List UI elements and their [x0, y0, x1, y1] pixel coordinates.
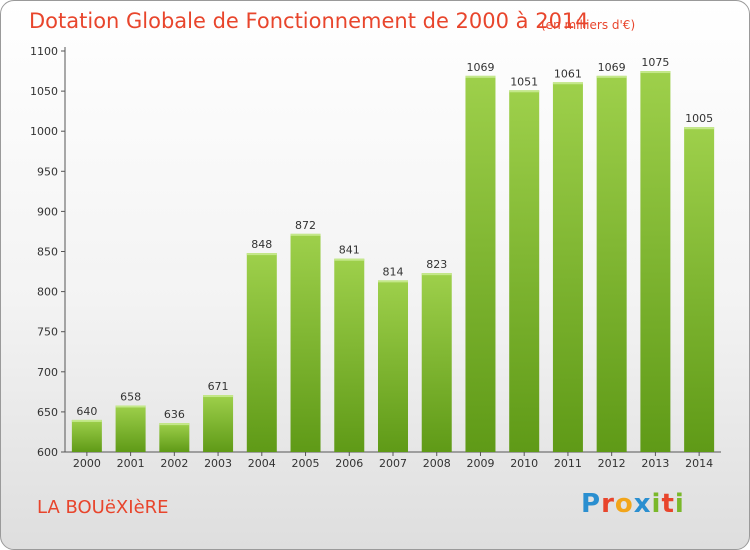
y-tick-label: 950	[37, 165, 58, 178]
bar-2007	[378, 280, 408, 452]
chart-title: Dotation Globale de Fonctionnement de 20…	[29, 9, 589, 33]
bar-2010	[509, 90, 540, 452]
bar-top-edge-2000	[71, 419, 102, 422]
bar-2012	[596, 75, 627, 452]
bar-value-label-2008: 823	[426, 258, 447, 271]
bar-top-edge-2004	[246, 253, 277, 256]
x-tick-label-2014: 2014	[685, 457, 713, 470]
x-tick-label-2000: 2000	[73, 457, 101, 470]
bar-top-edge-2008	[421, 273, 452, 276]
bar-value-label-2004: 848	[251, 238, 272, 251]
x-tick-label-2004: 2004	[248, 457, 276, 470]
bar-2005	[290, 233, 321, 452]
x-tick-label-2008: 2008	[423, 457, 451, 470]
logo-letter: P	[581, 489, 602, 519]
logo-letter: i	[674, 489, 685, 519]
bar-2000	[71, 419, 102, 452]
bar-2003	[203, 395, 234, 452]
logo-letter: o	[614, 489, 634, 519]
bar-value-label-2009: 1069	[466, 61, 494, 74]
y-tick-label: 700	[37, 366, 58, 379]
commune-name: LA BOUëXIèRE	[37, 497, 169, 518]
bar-value-label-2006: 841	[339, 244, 360, 257]
bar-value-label-2003: 671	[208, 380, 229, 393]
bar-top-edge-2003	[203, 395, 234, 398]
bar-value-label-2011: 1061	[554, 67, 582, 80]
bar-top-edge-2001	[115, 405, 146, 408]
x-tick-label-2002: 2002	[160, 457, 188, 470]
x-tick-label-2010: 2010	[510, 457, 538, 470]
bar-2009	[465, 75, 496, 452]
bar-value-label-2000: 640	[76, 405, 97, 418]
x-tick-label-2009: 2009	[466, 457, 494, 470]
bar-value-label-2007: 814	[383, 265, 404, 278]
bar-top-edge-2011	[552, 82, 583, 85]
bar-2008	[421, 273, 452, 452]
bar-2011	[552, 82, 583, 452]
bar-top-edge-2009	[465, 75, 496, 78]
bar-2013	[640, 71, 671, 453]
x-tick-label-2013: 2013	[641, 457, 669, 470]
bar-value-label-2014: 1005	[685, 112, 713, 125]
bar-top-edge-2002	[159, 423, 190, 426]
x-tick-label-2005: 2005	[292, 457, 320, 470]
x-tick-label-2001: 2001	[117, 457, 145, 470]
bar-top-edge-2010	[509, 90, 540, 93]
bar-top-edge-2014	[684, 127, 715, 130]
bar-top-edge-2006	[334, 258, 365, 261]
y-tick-label: 900	[37, 205, 58, 218]
x-tick-label-2007: 2007	[379, 457, 407, 470]
bar-2001	[115, 405, 146, 452]
bar-2006	[334, 258, 365, 452]
bar-value-label-2010: 1051	[510, 75, 538, 88]
bar-top-edge-2013	[640, 71, 671, 74]
bar-value-label-2013: 1075	[641, 56, 669, 69]
y-tick-label: 1000	[30, 125, 58, 138]
bar-value-label-2002: 636	[164, 408, 185, 421]
y-tick-label: 850	[37, 246, 58, 259]
x-tick-label-2011: 2011	[554, 457, 582, 470]
x-tick-label-2006: 2006	[335, 457, 363, 470]
logo-letter: r	[601, 489, 615, 519]
x-tick-label-2012: 2012	[598, 457, 626, 470]
chart-subtitle: (en milliers d'€)	[541, 18, 636, 32]
bar-top-edge-2005	[290, 233, 321, 236]
bar-top-edge-2007	[378, 280, 408, 283]
y-tick-label: 1100	[30, 45, 58, 58]
proxiti-logo: Proxiti	[581, 489, 685, 519]
bar-2004	[246, 253, 277, 452]
y-tick-label: 800	[37, 286, 58, 299]
y-tick-label: 750	[37, 326, 58, 339]
bar-2002	[159, 423, 190, 452]
y-tick-label: 650	[37, 406, 58, 419]
logo-letter: x	[633, 489, 652, 519]
bar-value-label-2001: 658	[120, 390, 141, 403]
logo-letter: i	[651, 489, 662, 519]
logo-letter: t	[661, 489, 675, 519]
y-tick-label: 1050	[30, 85, 58, 98]
bar-value-label-2012: 1069	[598, 61, 626, 74]
y-tick-label: 600	[37, 446, 58, 459]
bar-value-label-2005: 872	[295, 219, 316, 232]
bar-top-edge-2012	[596, 75, 627, 78]
x-tick-label-2003: 2003	[204, 457, 232, 470]
bar-2014	[684, 127, 715, 452]
